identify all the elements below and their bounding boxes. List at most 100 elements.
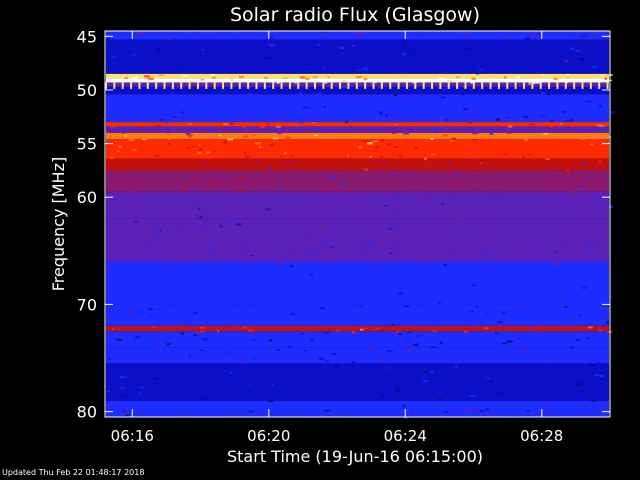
calibration-marker <box>380 82 383 89</box>
calibration-marker <box>414 82 417 89</box>
spectrum-pixel <box>529 324 533 327</box>
spectrum-pixel <box>346 89 349 91</box>
spectrum-pixel <box>219 79 225 82</box>
spectrum-pixel <box>451 137 456 140</box>
spectrum-pixel <box>443 88 447 90</box>
spectrum-pixel <box>117 189 124 192</box>
spectrum-pixel <box>160 51 164 54</box>
spectrum-pixel <box>608 79 613 81</box>
spectrum-pixel <box>159 229 163 232</box>
spectrum-pixel <box>178 184 181 186</box>
spectrum-pixel <box>472 279 478 281</box>
spectrum-pixel <box>423 379 429 383</box>
spectrum-pixel <box>379 112 383 115</box>
spectrum-pixel <box>564 159 567 162</box>
frequency-band-10 <box>106 132 609 140</box>
spectrum-pixel <box>448 174 455 176</box>
spectrum-pixel <box>444 167 450 170</box>
spectrum-pixel <box>592 182 596 185</box>
spectrum-pixel <box>276 184 282 187</box>
frequency-band-11 <box>106 139 609 151</box>
spectrum-pixel <box>129 190 135 193</box>
spectrum-pixel <box>252 357 256 360</box>
spectrum-pixel <box>546 352 549 355</box>
spectrum-pixel <box>309 339 315 342</box>
spectrum-pixel <box>241 135 244 139</box>
spectrum-pixel <box>118 169 125 172</box>
spectrum-pixel <box>528 154 532 156</box>
spectrum-pixel <box>331 352 337 355</box>
spectrum-pixel <box>490 78 495 81</box>
spectrum-pixel <box>351 360 356 364</box>
spectrum-pixel <box>165 358 172 362</box>
spectrum-pixel <box>423 347 427 350</box>
spectrum-pixel <box>320 224 327 227</box>
spectrum-pixel <box>131 53 136 56</box>
spectrum-pixel <box>497 320 503 324</box>
spectrum-pixel <box>502 320 509 322</box>
spectrum-pixel <box>246 81 251 83</box>
spectrum-pixel <box>570 346 573 349</box>
spectrum-pixel <box>167 128 171 130</box>
spectrum-pixel <box>333 348 339 351</box>
spectrum-pixel <box>357 83 362 85</box>
spectrum-pixel <box>404 305 411 308</box>
calibration-marker <box>339 82 342 89</box>
spectrum-pixel <box>124 135 127 137</box>
spectrum-pixel <box>125 119 130 122</box>
spectrum-pixel <box>266 123 270 126</box>
spectrum-pixel <box>166 143 171 145</box>
spectrum-pixel <box>241 126 246 128</box>
spectrum-pixel <box>529 381 534 384</box>
spectrum-pixel <box>358 76 363 78</box>
spectrum-pixel <box>572 171 577 174</box>
spectrum-pixel <box>285 136 291 139</box>
spectrum-pixel <box>318 128 324 131</box>
spectrum-pixel <box>172 116 177 118</box>
spectrum-pixel <box>402 44 405 47</box>
spectrum-pixel <box>409 80 413 82</box>
spectrum-pixel <box>581 179 587 181</box>
spectrum-pixel <box>561 75 565 77</box>
spectrum-pixel <box>510 134 515 137</box>
spectrum-pixel <box>317 43 320 46</box>
spectrum-pixel <box>283 189 288 191</box>
spectrum-pixel <box>521 76 525 78</box>
spectrum-pixel <box>403 206 407 209</box>
spectrum-pixel <box>302 376 306 379</box>
spectrum-pixel <box>475 191 480 193</box>
spectrum-pixel <box>441 203 445 206</box>
spectrum-pixel <box>570 47 574 50</box>
spectrum-pixel <box>467 121 473 124</box>
spectrum-pixel <box>311 88 316 92</box>
spectrum-pixel <box>496 120 502 123</box>
spectrum-pixel <box>546 139 550 141</box>
spectrum-pixel <box>226 80 230 83</box>
spectrum-pixel <box>577 185 584 187</box>
frequency-band-15 <box>106 191 609 219</box>
spectrum-pixel <box>298 122 305 124</box>
spectrum-pixel <box>356 69 362 71</box>
spectrum-pixel <box>183 37 186 39</box>
spectrum-pixel <box>290 313 296 315</box>
calibration-marker <box>113 82 116 89</box>
frequency-band-7 <box>106 113 609 123</box>
spectrum-pixel <box>132 76 138 79</box>
spectrum-pixel <box>138 32 143 35</box>
spectrum-pixel <box>338 138 342 142</box>
spectrum-pixel <box>581 161 586 164</box>
spectrum-pixel <box>555 301 560 304</box>
calibration-marker <box>431 82 434 89</box>
spectrum-pixel <box>139 125 146 128</box>
spectrum-pixel <box>269 348 272 350</box>
spectrum-pixel <box>376 387 382 391</box>
spectrum-pixel <box>462 33 468 37</box>
spectrum-pixel <box>243 176 249 179</box>
spectrum-pixel <box>554 262 560 264</box>
spectrum-pixel <box>219 134 222 137</box>
spectrum-pixel <box>323 105 326 109</box>
spectrum-pixel <box>224 129 227 133</box>
spectrum-pixel <box>250 249 253 251</box>
spectrum-pixel <box>438 77 444 79</box>
spectrum-pixel <box>118 36 121 38</box>
